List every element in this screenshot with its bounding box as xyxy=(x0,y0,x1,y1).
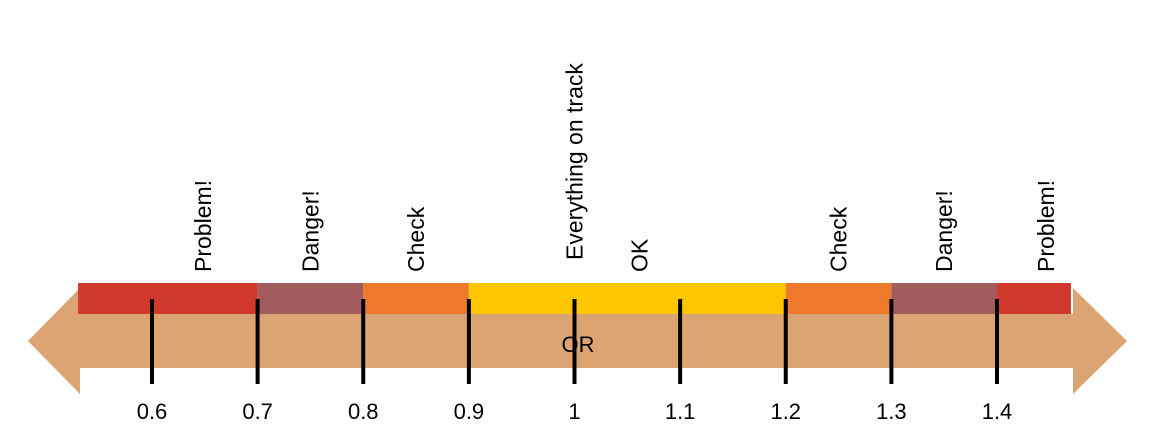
zone-label-4: Check xyxy=(826,206,852,272)
tick-label-5: 1.1 xyxy=(665,399,696,424)
zone-label-0: Problem! xyxy=(190,180,216,272)
double-arrow xyxy=(28,288,1127,394)
zone-label-2: Check xyxy=(403,206,429,272)
axis-label: OR xyxy=(562,332,595,357)
tick-label-3: 0.9 xyxy=(454,399,485,424)
zone-bar-problem-6 xyxy=(997,283,1071,314)
zone-label-3: OK xyxy=(626,238,652,272)
zone-bar-ok-3 xyxy=(468,283,786,314)
tick-label-7: 1.3 xyxy=(876,399,907,424)
tick-label-4: 1 xyxy=(568,399,580,424)
zone-bar-check-2 xyxy=(363,283,469,314)
zone-label-1: Danger! xyxy=(297,190,323,272)
zone-bar-danger-5 xyxy=(891,283,997,314)
zone-label-6: Problem! xyxy=(1033,180,1059,272)
tick-label-8: 1.4 xyxy=(982,399,1013,424)
zone-bar-danger-1 xyxy=(257,283,364,314)
zone-label-5: Danger! xyxy=(931,190,957,272)
tick-label-2: 0.8 xyxy=(348,399,379,424)
tick-label-6: 1.2 xyxy=(770,399,801,424)
zone-bar-check-4 xyxy=(785,283,892,314)
tick-label-1: 0.7 xyxy=(242,399,273,424)
zone-bar-problem-0 xyxy=(78,283,258,314)
tick-label-0: 0.6 xyxy=(137,399,168,424)
zone-extra-label-3: Everything on track xyxy=(562,63,588,260)
